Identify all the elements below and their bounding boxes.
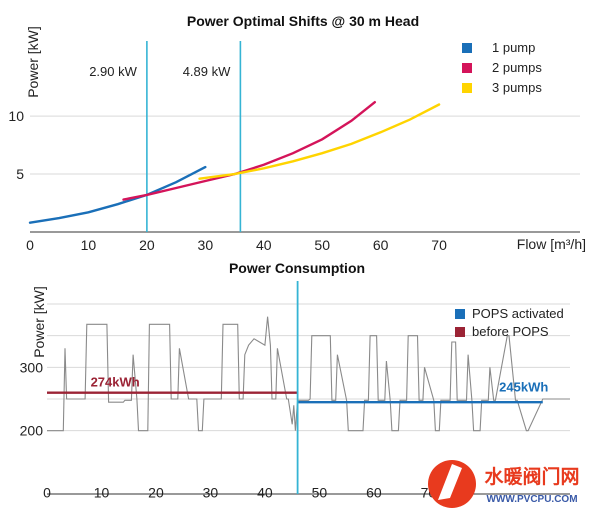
top-x-tick-60: 60 (373, 237, 389, 253)
top-y-tick-5: 5 (16, 166, 24, 182)
watermark-site: 水暖阀门网 (484, 465, 579, 488)
bottom-x-tick-50: 50 (312, 485, 328, 501)
top-legend: 1 pump 2 pumps 3 pumps (462, 40, 542, 95)
bottom-chart: Power Consumption Power [kW] 0 10 20 30 40 50… (20, 260, 570, 501)
top-legend-swatch-2 (462, 63, 472, 73)
top-legend-label-3: 3 pumps (492, 80, 542, 95)
bottom-y-axis-label: Power [kW] (31, 286, 47, 358)
bottom-annotations: 274kWh 245kWh (91, 374, 549, 394)
top-legend-label-2: 2 pumps (492, 60, 542, 75)
top-x-axis-label: Flow [m³/h] (517, 236, 586, 252)
top-y-tick-10: 10 (8, 108, 24, 124)
top-annotation-2: 4.89 kW (183, 64, 231, 79)
bottom-annotation-pops: 245kWh (499, 379, 548, 394)
top-legend-swatch-3 (462, 83, 472, 93)
bottom-x-tick-30: 30 (203, 485, 219, 501)
bottom-power-signal (47, 316, 570, 432)
bottom-x-tick-10: 10 (94, 485, 110, 501)
top-grid (30, 115, 580, 233)
top-series-line-3 (198, 103, 441, 180)
bottom-y-tick-200: 200 (20, 423, 44, 439)
top-tick-labels: 0 10 20 30 40 50 60 70 5 10 (8, 108, 447, 253)
top-y-axis-label: Power [kW] (25, 26, 41, 98)
bottom-legend-label-2: before POPS (472, 324, 549, 339)
top-series-line-1 (28, 165, 207, 224)
bottom-x-tick-60: 60 (366, 485, 382, 501)
watermark-emblem (438, 464, 462, 500)
bottom-legend-label-1: POPS activated (472, 306, 564, 321)
bottom-series (47, 281, 570, 494)
bottom-chart-title: Power Consumption (229, 260, 365, 276)
top-chart: Power Optimal Shifts @ 30 m Head Power [… (8, 13, 586, 253)
bottom-x-tick-20: 20 (148, 485, 164, 501)
bottom-grid (47, 303, 570, 495)
top-annotations: 2.90 kW 4.89 kW (89, 64, 231, 79)
top-x-tick-10: 10 (81, 237, 97, 253)
bottom-x-tick-0: 0 (43, 485, 51, 501)
top-annotation-1: 2.90 kW (89, 64, 137, 79)
top-x-tick-0: 0 (26, 237, 34, 253)
top-legend-label-1: 1 pump (492, 40, 535, 55)
top-x-tick-50: 50 (314, 237, 330, 253)
bottom-legend: POPS activated before POPS (455, 306, 564, 339)
watermark-url: WWW.PVCPU.COM (486, 494, 577, 505)
top-x-tick-40: 40 (256, 237, 272, 253)
top-chart-title: Power Optimal Shifts @ 30 m Head (187, 13, 419, 29)
top-x-tick-20: 20 (139, 237, 155, 253)
watermark-logo: 水暖阀门网 WWW.PVCPU.COM (428, 460, 580, 508)
bottom-legend-swatch-2 (455, 327, 465, 337)
top-series-line-2 (122, 101, 376, 201)
top-x-tick-30: 30 (198, 237, 214, 253)
bottom-y-tick-300: 300 (20, 359, 44, 375)
top-marker-lines (146, 41, 242, 232)
top-x-tick-70: 70 (431, 237, 447, 253)
bottom-x-tick-40: 40 (257, 485, 273, 501)
bottom-legend-swatch-1 (455, 309, 465, 319)
top-series (28, 101, 441, 224)
bottom-annotation-before: 274kWh (91, 374, 140, 389)
top-legend-swatch-1 (462, 43, 472, 53)
